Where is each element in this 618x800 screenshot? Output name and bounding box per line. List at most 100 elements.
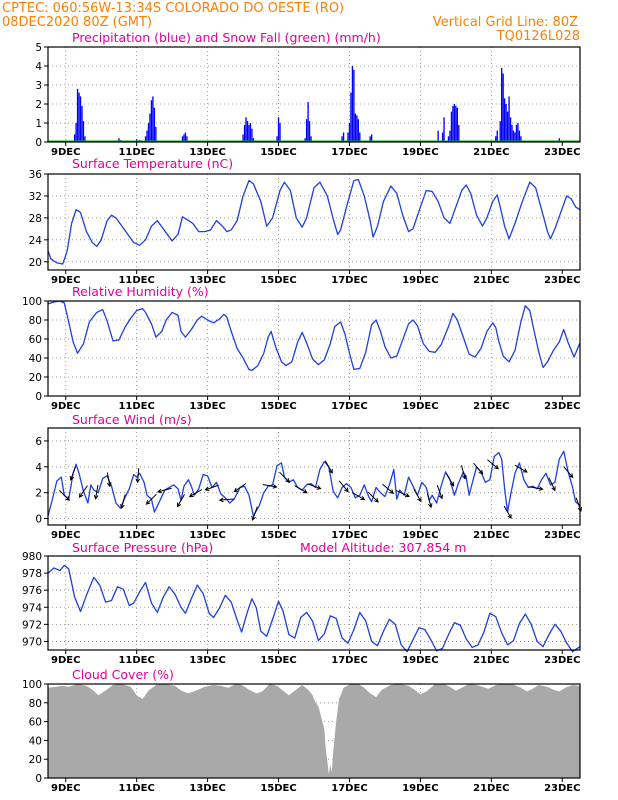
wind-arrow: [367, 491, 379, 503]
panel-title-temperature: Surface Temperature (nC): [72, 156, 233, 171]
cloud-cover-x-tick-label: 15DEC: [260, 783, 296, 794]
temperature-x-tick-label: 13DEC: [189, 275, 225, 286]
precipitation-bar: [441, 132, 444, 142]
panel-title-wind: Surface Wind (m/s): [72, 412, 192, 427]
precipitation-x-tick-label: 23DEC: [544, 147, 580, 158]
wind-x-tick-label: 11DEC: [118, 530, 154, 541]
wind-arrow-head: [233, 487, 239, 493]
temperature-x-tick-label: 15DEC: [260, 275, 296, 286]
pressure-y-tick-label: 980: [22, 551, 42, 563]
wind-arrow: [514, 464, 528, 473]
wind-arrow-head: [204, 486, 210, 491]
precipitation-bar: [499, 121, 501, 142]
cloud-cover-x-tick-label: 21DEC: [473, 783, 509, 794]
cloud-cover-y-tick-label: 40: [29, 735, 42, 747]
model-altitude-label: Model Altitude: 307.854 m: [300, 540, 466, 555]
precipitation-bar: [437, 130, 439, 142]
precipitation-y-tick-label: 1: [35, 118, 42, 130]
precipitation-bar: [153, 107, 156, 142]
pressure-x-tick-label: 13DEC: [189, 655, 225, 666]
pressure-x-tick-label: 17DEC: [331, 655, 367, 666]
pressure-x-tick-label: 9DEC: [51, 655, 80, 666]
cloud-cover-y-tick-label: 100: [22, 679, 42, 691]
precipitation-bar: [353, 69, 355, 142]
precipitation-bar: [351, 66, 354, 142]
precipitation-bar: [73, 134, 76, 142]
pressure-series-line: [47, 564, 581, 653]
cloud-cover-y-tick-label: 0: [35, 773, 42, 785]
cloud-cover-y-tick-label: 80: [29, 698, 42, 710]
header-model-code: TQ0126L028: [496, 29, 580, 44]
wind-y-tick-label: 2: [35, 488, 42, 500]
precipitation-bar: [248, 124, 250, 142]
humidity-plot-area: [48, 301, 580, 396]
precipitation-x-tick-label: 13DEC: [189, 147, 225, 158]
panel-title-cloud-cover: Cloud Cover (%): [72, 667, 174, 682]
precipitation-bar: [82, 121, 85, 142]
wind-arrow-head: [374, 497, 379, 503]
wind-arrow: [487, 459, 499, 470]
precipitation-bar: [242, 134, 244, 142]
precipitation-bar: [509, 117, 512, 142]
panel-title-pressure: Surface Pressure (hPa): [72, 540, 213, 555]
precipitation-bar: [75, 123, 77, 142]
wind-arrow-head: [218, 497, 224, 503]
wind-arrow: [106, 472, 111, 487]
wind-arrow: [446, 473, 454, 487]
wind-x-tick-label: 23DEC: [544, 530, 580, 541]
precipitation-bar: [512, 130, 515, 142]
temperature-x-tick-label: 23DEC: [544, 275, 580, 286]
wind-arrow-head: [551, 486, 556, 492]
wind-arrow-head: [449, 481, 454, 487]
wind-arrow-head: [145, 500, 151, 505]
wind-arrow-head: [316, 485, 322, 490]
wind-arrow-head: [65, 496, 70, 501]
pressure-plot-area: [48, 556, 580, 650]
precipitation-bar: [452, 105, 454, 142]
precipitation-bar: [502, 73, 504, 142]
wind-arrow: [396, 490, 410, 497]
precipitation-bar: [310, 136, 312, 142]
wind-arrow-head: [461, 474, 467, 480]
precipitation-bar: [79, 96, 82, 142]
wind-x-tick-label: 9DEC: [51, 530, 80, 541]
temperature-y-tick-label: 24: [29, 235, 43, 247]
wind-arrow: [338, 480, 349, 492]
precipitation-bar: [508, 96, 510, 142]
wind-arrow-head: [389, 489, 395, 494]
cloud-cover-area: [48, 684, 580, 778]
humidity-y-tick-label: 20: [29, 372, 42, 384]
precipitation-bar: [357, 119, 359, 142]
precipitation-x-tick-label: 21DEC: [473, 147, 509, 158]
pressure-x-tick-label: 19DEC: [402, 655, 438, 666]
precipitation-bar: [249, 123, 252, 142]
pressure-y-tick-label: 978: [22, 568, 42, 580]
precipitation-bar: [245, 117, 247, 142]
precipitation-frame: [47, 46, 581, 143]
wind-arrow: [307, 483, 321, 490]
wind-arrow: [262, 484, 277, 488]
cloud-cover-x-tick-label: 9DEC: [51, 783, 80, 794]
cloud-cover-x-tick-label: 23DEC: [544, 783, 580, 794]
wind-arrow: [205, 484, 219, 491]
precipitation-bar: [514, 132, 516, 142]
precipitation-bar: [276, 136, 278, 142]
wind-x-tick-label: 19DEC: [402, 530, 438, 541]
wind-arrow: [352, 492, 365, 501]
wind-arrow: [252, 506, 258, 521]
pressure-x-tick-label: 23DEC: [544, 655, 580, 666]
wind-arrow-head: [106, 482, 112, 488]
precipitation-bar: [450, 111, 453, 142]
wind-arrow-head: [494, 464, 499, 470]
pressure-y-tick-label: 974: [22, 602, 42, 614]
precipitation-bar: [252, 138, 255, 142]
pressure-x-tick-label: 21DEC: [473, 655, 509, 666]
humidity-y-tick-label: 40: [29, 353, 42, 365]
precipitation-bar: [304, 138, 306, 142]
humidity-x-tick-label: 9DEC: [51, 401, 80, 412]
humidity-x-tick-label: 19DEC: [402, 401, 438, 412]
precipitation-bar: [503, 98, 506, 142]
wind-x-tick-label: 13DEC: [189, 530, 225, 541]
cloud-cover-frame: [47, 683, 581, 779]
